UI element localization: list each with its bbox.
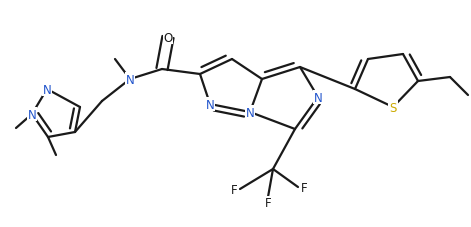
Text: N: N — [42, 83, 51, 96]
Text: F: F — [265, 197, 271, 210]
Text: N: N — [314, 91, 322, 104]
Text: F: F — [300, 181, 307, 194]
Text: O: O — [163, 31, 173, 44]
Text: F: F — [231, 183, 237, 196]
Text: S: S — [390, 101, 397, 114]
Text: N: N — [28, 108, 36, 121]
Text: N: N — [126, 73, 134, 86]
Text: N: N — [206, 98, 214, 111]
Text: N: N — [245, 106, 254, 119]
